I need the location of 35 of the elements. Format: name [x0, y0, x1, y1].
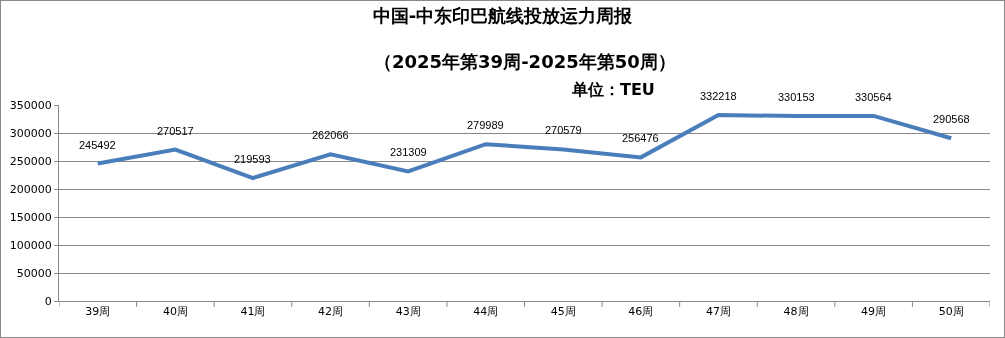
data-label: 270517 [157, 125, 194, 137]
chart-title: 中国-中东印巴航线投放运力周报 [372, 5, 634, 26]
data-label: 219593 [234, 153, 271, 165]
data-label: 279989 [467, 119, 504, 131]
x-tick-label: 47周 [705, 305, 731, 319]
x-tick-label: 41周 [240, 305, 266, 319]
x-tick-label: 40周 [162, 305, 188, 319]
y-tick-label: 300000 [9, 126, 52, 140]
data-label: 330153 [778, 91, 815, 103]
x-tick-label: 39周 [85, 305, 111, 319]
data-label: 262066 [312, 129, 349, 141]
data-label: 290568 [933, 113, 970, 125]
x-tick-label: 45周 [550, 305, 576, 319]
data-label: 231309 [390, 146, 427, 158]
data-label: 256476 [622, 132, 659, 144]
text: 单位：TEU [571, 80, 655, 99]
y-tick-label: 200000 [9, 182, 52, 196]
y-tick-label: 250000 [9, 154, 52, 168]
x-tick-label: 46周 [628, 305, 654, 319]
x-tick-label: 50周 [938, 305, 964, 319]
y-tick-label: 150000 [9, 210, 52, 224]
x-tick-label: 49周 [861, 305, 887, 319]
data-label: 245492 [79, 139, 116, 151]
y-tick-label: 50000 [16, 266, 52, 280]
y-tick-label: 100000 [9, 238, 52, 252]
data-label: 330564 [855, 91, 892, 103]
chart-subtitle: （2025年第39周-2025年第50周） [374, 51, 676, 72]
x-tick-label: 43周 [395, 305, 421, 319]
y-tick-label: 0 [44, 294, 52, 308]
data-label: 270579 [545, 124, 582, 136]
x-tick-label: 44周 [473, 305, 499, 319]
y-tick-label: 350000 [9, 98, 52, 112]
x-tick-label: 48周 [783, 305, 809, 319]
x-tick-label: 42周 [318, 305, 344, 319]
data-label: 332218 [700, 90, 737, 102]
